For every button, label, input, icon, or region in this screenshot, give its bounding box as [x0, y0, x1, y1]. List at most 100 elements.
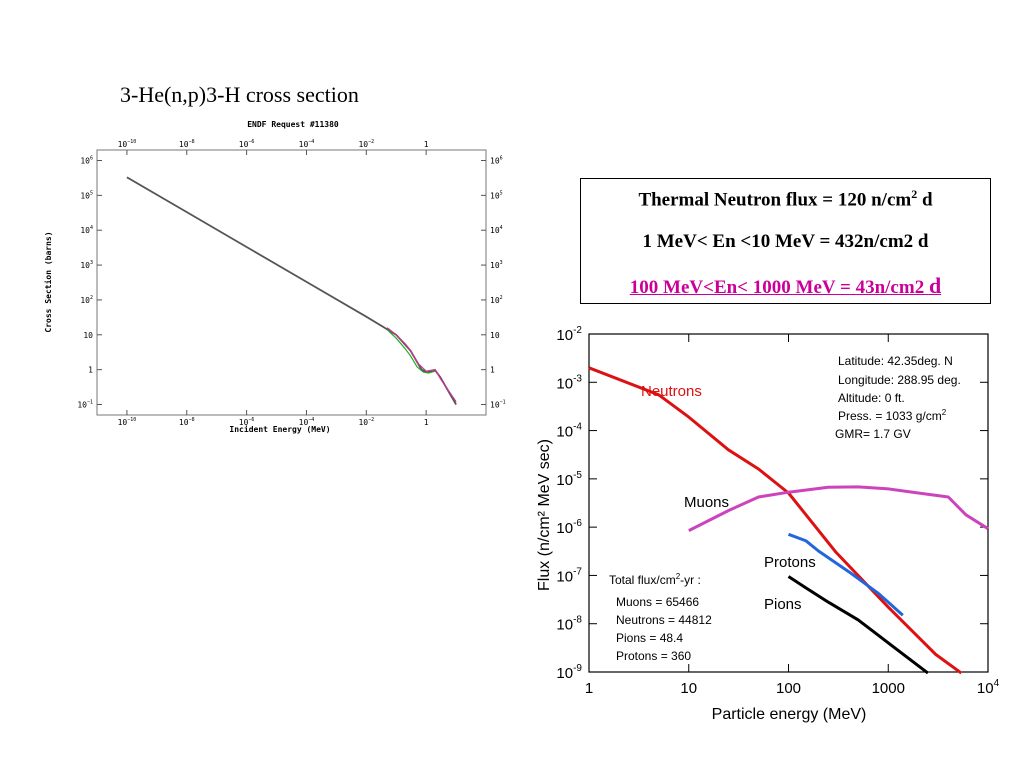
pressure-sup: 2 — [942, 408, 947, 417]
total-flux-main: Total flux/cm — [609, 573, 676, 587]
cs-x-tick-label-top-base: 1 — [424, 140, 429, 149]
high-energy-flux-unit: d — [928, 273, 942, 298]
protons-series-line — [787, 532, 904, 617]
latitude-text: Latitude: 42.35deg. N — [838, 354, 953, 368]
cs-y-tick-label-left: 106 — [80, 155, 93, 165]
cs-x-tick-label-top-base: 10 — [239, 140, 249, 149]
cross-section-x-axis-label: Incident Energy (MeV) — [229, 424, 330, 434]
flux-y-tick-label-base: 10 — [556, 327, 573, 344]
flux-y-tick-label: 10-5 — [556, 470, 582, 489]
cs-x-tick-label-top-exponent: −10 — [127, 139, 136, 145]
cs-y-tick-label-right-exponent: 6 — [500, 155, 503, 161]
cs-y-tick-label-right: 106 — [490, 155, 503, 165]
total-flux-tail: -yr : — [680, 573, 701, 587]
cs-x-tick-label-top: 10−6 — [239, 139, 255, 149]
flux-x-tick-label-base: 1000 — [872, 680, 905, 697]
flux-y-tick-label-base: 10 — [556, 568, 573, 585]
cs-y-tick-label-right-base: 10 — [490, 296, 500, 305]
cs-y-tick-label-left-base: 10 — [77, 401, 87, 410]
flux-y-tick-label: 10-6 — [556, 518, 582, 537]
cs-y-tick-label-right-exponent: 2 — [500, 295, 503, 301]
flux-y-tick-label-exponent: -3 — [573, 373, 582, 384]
cs-x-tick-label-bottom: 10−2 — [358, 417, 374, 427]
flux-x-tick-label-base: 1 — [585, 680, 593, 697]
cs-y-tick-label-left-base: 10 — [80, 191, 90, 200]
cs-x-tick-label-bottom-exponent: −10 — [127, 417, 136, 423]
flux-y-tick-label-exponent: -5 — [573, 470, 582, 481]
cs-x-tick-label-bottom: 10−10 — [118, 417, 137, 427]
cross-section-series-line — [386, 329, 436, 374]
flux-y-tick-label-exponent: -9 — [573, 663, 582, 674]
cs-x-tick-label-bottom-base: 10 — [299, 418, 309, 427]
cs-y-tick-label-right: 103 — [490, 260, 503, 270]
flux-x-tick-label: 10 — [680, 680, 697, 697]
cs-x-tick-label-bottom-exponent: −2 — [368, 417, 374, 423]
cs-y-tick-label-right: 10−1 — [490, 400, 506, 410]
flux-y-tick-label-exponent: -6 — [573, 518, 582, 529]
cs-x-tick-label-bottom-exponent: −6 — [248, 417, 254, 423]
cross-section-y-axis-label: Cross Section (barns) — [43, 231, 53, 332]
cs-y-tick-label-left-exponent: 4 — [90, 225, 93, 231]
flux-x-tick-label: 1 — [585, 680, 593, 697]
cs-y-tick-label-left: 103 — [80, 260, 93, 270]
cs-y-tick-label-right-exponent: −1 — [500, 400, 506, 406]
flux-y-tick-label: 10-3 — [556, 373, 582, 392]
protons-total: Protons = 360 — [616, 649, 691, 663]
flux-y-tick-label-exponent: -2 — [573, 325, 582, 336]
cs-x-tick-label-bottom: 10−8 — [179, 417, 195, 427]
flux-y-tick-label: 10-9 — [556, 663, 582, 682]
pions-total: Pions = 48.4 — [616, 631, 683, 645]
cs-x-tick-label-top-base: 10 — [179, 140, 189, 149]
flux-y-tick-label-base: 10 — [556, 472, 573, 489]
cross-section-series-line — [386, 327, 457, 403]
flux-x-tick-label-base: 10 — [680, 680, 697, 697]
flux-x-tick-label-base: 10 — [977, 680, 994, 697]
flux-y-tick-label-exponent: -7 — [573, 566, 582, 577]
cs-x-tick-label-top-exponent: −4 — [308, 139, 314, 145]
cs-y-tick-label-right-base: 10 — [490, 401, 500, 410]
cs-x-tick-label-bottom-base: 1 — [424, 418, 429, 427]
flux-y-axis-label: Flux (n/cm² MeV sec) — [536, 439, 553, 591]
thermal-flux-sup: 2 — [911, 187, 918, 201]
cs-y-tick-label-right-base: 10 — [490, 156, 500, 165]
cs-x-tick-label-bottom-base: 10 — [118, 418, 128, 427]
cs-y-tick-label-right-exponent: 3 — [500, 260, 503, 266]
neutrons-total: Neutrons = 44812 — [616, 613, 712, 627]
flux-y-tick-label-base: 10 — [556, 665, 573, 682]
high-energy-flux-text: 100 MeV<En< 1000 MeV = 43n/cm2 — [629, 277, 929, 298]
flux-x-tick-label: 104 — [977, 678, 1000, 697]
cs-y-tick-label-left-base: 1 — [88, 366, 93, 375]
longitude-text: Longitude: 288.95 deg. — [838, 373, 961, 387]
cs-x-tick-label-bottom: 10−4 — [299, 417, 315, 427]
cs-x-tick-label-top-exponent: −2 — [368, 139, 374, 145]
cs-y-tick-label-right-base: 10 — [490, 191, 500, 200]
thermal-flux-line: Thermal Neutron flux = 120 n/cm2 d — [581, 187, 990, 211]
cs-x-tick-label-top-base: 10 — [358, 140, 368, 149]
flux-y-tick-label: 10-7 — [556, 566, 582, 585]
protons-series-label: Protons — [764, 554, 816, 571]
thermal-flux-text: Thermal Neutron flux = 120 n/cm — [638, 189, 912, 211]
cs-x-tick-label-top: 10−2 — [358, 139, 374, 149]
total-flux-header: Total flux/cm2-yr : — [609, 572, 701, 587]
flux-x-tick-label-exponent: 4 — [994, 678, 1000, 689]
gmr-text: GMR= 1.7 GV — [835, 427, 911, 441]
cross-section-chart-header: ENDF Request #11380 — [247, 120, 339, 129]
flux-y-tick-label: 10-2 — [556, 325, 582, 344]
cs-y-tick-label-right-base: 10 — [490, 261, 500, 270]
cs-y-tick-label-left-base: 10 — [80, 156, 90, 165]
cs-x-tick-label-bottom-base: 10 — [239, 418, 249, 427]
cs-y-tick-label-right: 105 — [490, 190, 503, 200]
cs-y-tick-label-right-base: 1 — [490, 366, 495, 375]
cs-y-tick-label-left: 1 — [88, 366, 93, 375]
cs-y-tick-label-left-exponent: 3 — [90, 260, 93, 266]
cs-y-tick-label-right: 104 — [490, 225, 503, 235]
high-energy-flux-line: 100 MeV<En< 1000 MeV = 43n/cm2 d — [581, 273, 990, 299]
flux-y-tick-label-base: 10 — [556, 375, 573, 392]
total-flux-sup: 2 — [676, 572, 681, 581]
cs-y-tick-label-left-base: 10 — [83, 331, 93, 340]
cs-x-tick-label-top-base: 10 — [118, 140, 128, 149]
cs-x-tick-label-top: 10−8 — [179, 139, 195, 149]
cs-y-tick-label-left-base: 10 — [80, 296, 90, 305]
cs-x-tick-label-bottom-exponent: −4 — [308, 417, 314, 423]
